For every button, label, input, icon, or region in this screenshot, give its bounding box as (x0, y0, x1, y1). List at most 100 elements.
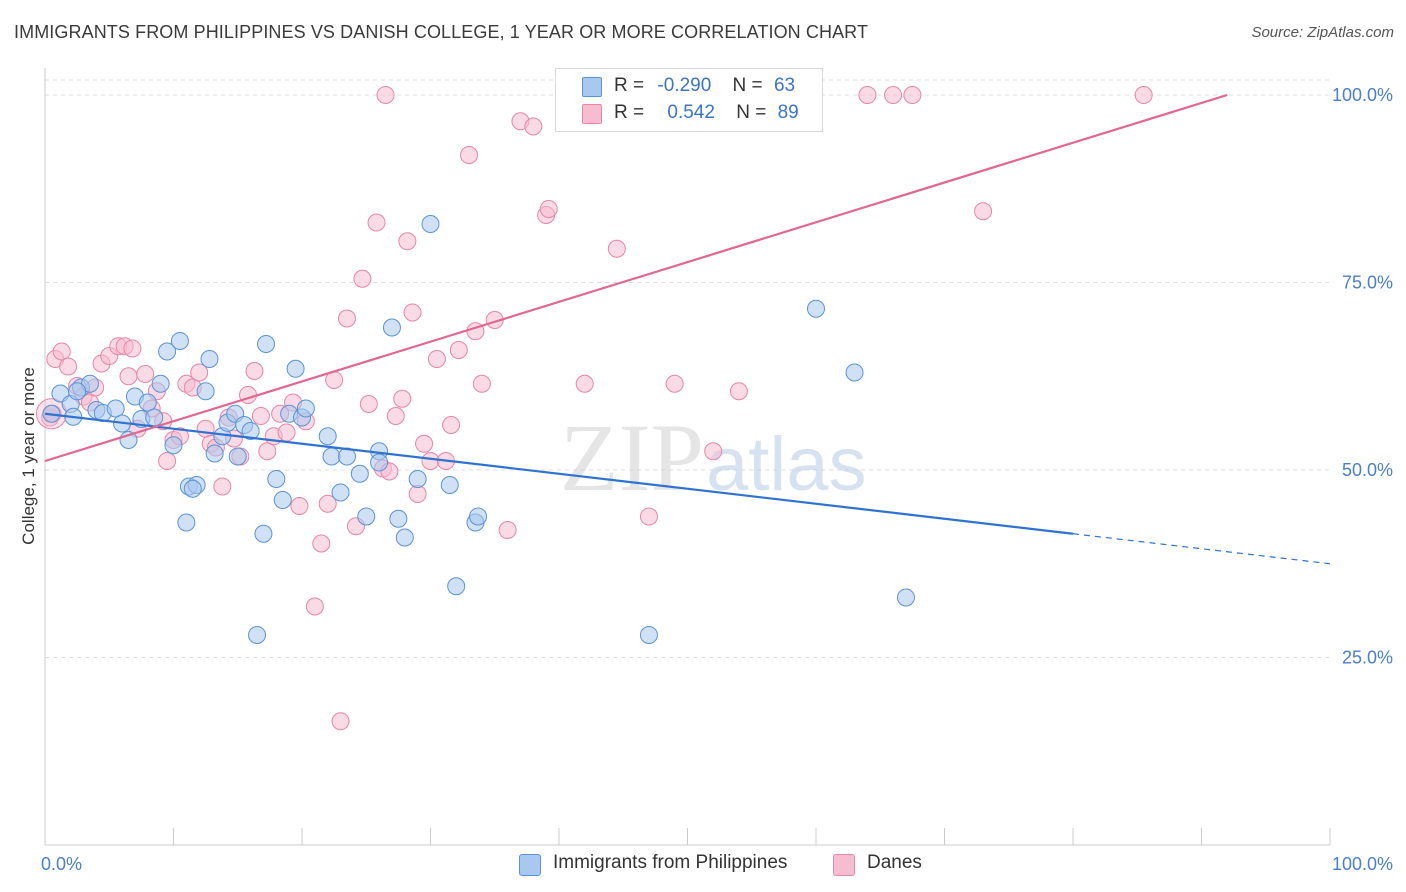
legend-r-value: 0.542 (667, 102, 715, 123)
danes-point (729, 382, 748, 401)
philippines-point (639, 626, 658, 644)
danes-point (393, 389, 412, 408)
danes-point (639, 507, 658, 526)
danes-point (903, 86, 922, 104)
danes-point (312, 534, 331, 553)
philippines-point (164, 436, 183, 455)
danes-point (353, 269, 372, 288)
danes-point (403, 303, 422, 322)
philippines-point (106, 399, 125, 418)
philippines-point (183, 479, 202, 498)
danes-point (158, 452, 177, 470)
legend-r-label: R = (614, 102, 645, 123)
philippines-point (421, 215, 440, 233)
philippines-points (42, 215, 915, 644)
philippines-point (469, 507, 488, 526)
danes-point (318, 494, 337, 513)
philippines-point (382, 318, 401, 337)
danes-point (251, 407, 270, 425)
philippines-point (896, 588, 915, 607)
legend-n-value: 63 (773, 75, 796, 96)
philippines-point (196, 382, 215, 401)
danes-point (575, 374, 594, 393)
philippines-point (807, 299, 825, 318)
philippines-point (200, 350, 219, 368)
philippines-swatch-icon (582, 77, 602, 97)
philippines-point (267, 470, 286, 488)
philippines-point (145, 408, 164, 427)
y-axis-label: College, 1 year or more (19, 367, 38, 545)
philippines-point (447, 577, 466, 596)
philippines-point (254, 524, 273, 543)
philippines-point (228, 447, 247, 466)
y-tick-label: 75.0% (1342, 273, 1393, 293)
danes-point (524, 117, 543, 136)
philippines-point (389, 509, 408, 528)
watermark-atlas: atlas (706, 422, 867, 507)
danes-point (427, 350, 446, 368)
danes-point (408, 485, 427, 503)
legend-n-label: N = (732, 75, 763, 96)
philippines-point (170, 332, 189, 350)
danes-point (607, 239, 626, 258)
danes-point (258, 442, 277, 461)
philippines-legend-icon (519, 854, 541, 876)
axes-layer (44, 68, 1331, 846)
correlation-legend: R = -0.290 N = 63 R = 0.542 N = 89 (555, 68, 823, 132)
y-tick-label: 100.0% (1332, 85, 1393, 105)
danes-point (277, 423, 296, 442)
danes-point (449, 341, 468, 359)
danes-point (472, 374, 491, 393)
danes-point (305, 597, 324, 616)
philippines-point (241, 422, 260, 440)
watermark: ZIP (560, 404, 704, 511)
y-tick-label: 25.0% (1342, 648, 1393, 668)
danes-point (367, 213, 386, 232)
grid-layer (45, 79, 1330, 658)
danes-point (884, 86, 903, 104)
x-tick-label: 0.0% (41, 854, 82, 874)
danes-point (539, 200, 558, 218)
x-tick-label: 100.0% (1332, 854, 1393, 874)
philippines-point (248, 626, 267, 644)
philippines-point (68, 382, 87, 401)
danes-point (245, 362, 264, 380)
philippines-point (370, 453, 389, 472)
y-tick-label: 50.0% (1342, 460, 1393, 480)
danes-swatch-icon (582, 104, 602, 124)
danes-point (52, 342, 71, 361)
philippines-legend-label: Immigrants from Philippines (553, 852, 788, 873)
philippines-point (395, 528, 414, 547)
philippines-trend-extension (1072, 533, 1331, 565)
danes-point (415, 434, 434, 453)
philippines-point (158, 342, 177, 361)
philippines-point (440, 476, 459, 494)
danes-point (1134, 86, 1153, 104)
legend-r-value: -0.290 (657, 75, 712, 96)
source-label: Source: ZipAtlas.com (1251, 24, 1394, 41)
philippines-point (273, 491, 292, 509)
danes-point (196, 419, 215, 438)
philippines-point (177, 513, 196, 532)
philippines-point (296, 399, 315, 418)
legend-r-label: R = (614, 75, 645, 96)
philippines-point (138, 393, 157, 412)
danes-point (421, 452, 440, 470)
trend-layer (44, 93, 1331, 565)
danes-legend-icon (833, 854, 855, 876)
philippines-point (286, 359, 305, 378)
danes-point (974, 202, 993, 221)
danes-point (213, 477, 232, 496)
danes-point (290, 497, 309, 515)
philippines-point (257, 335, 276, 353)
danes-point (665, 374, 684, 393)
danes-point (123, 339, 142, 358)
philippines-point (845, 363, 864, 382)
philippines-point (331, 483, 350, 502)
danes-point (359, 395, 378, 413)
danes-point (442, 416, 461, 434)
philippines-point (205, 444, 224, 463)
philippines-point (408, 470, 427, 488)
chart-title: IMMIGRANTS FROM PHILIPPINES VS DANISH CO… (14, 22, 869, 42)
